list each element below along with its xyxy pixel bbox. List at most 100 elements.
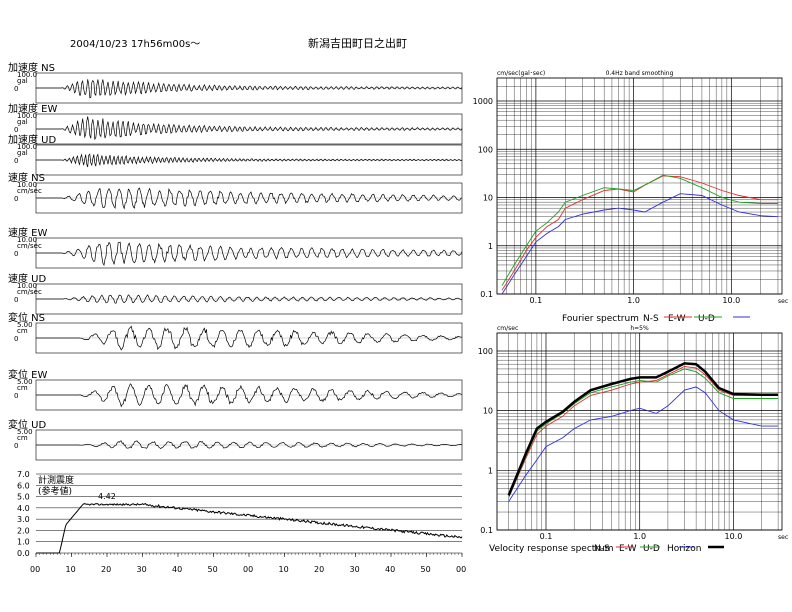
waveform-zero-label: 0: [14, 85, 18, 93]
waveform-scale-max: 100.0: [17, 112, 37, 120]
waveform-zero-label: 0: [14, 126, 18, 134]
waveform-zero-label: 0: [14, 335, 18, 343]
chart-y-tick: 100: [478, 145, 493, 154]
chart-series-line: [501, 193, 779, 295]
waveform-unit: cm: [17, 327, 28, 335]
chart-series-line: [508, 386, 779, 502]
response-legend-title: Velocity response spectrum: [489, 544, 614, 554]
seismic-intensity-plot: 0.0 1.0 2.0 3.0 4.0 5.0 6.0 7.0 計測震度(参考値) 00 10 20 3…: [17, 470, 466, 574]
chart-y-tick: 0.1: [480, 526, 493, 535]
response-legend-ew: E-W: [619, 544, 637, 554]
waveform-scale-max: 5.00: [17, 321, 33, 329]
chart-y-tick: 0.1: [480, 290, 493, 299]
waveform-unit: cm/sec: [17, 288, 42, 296]
chart-x-tick: 1.0: [633, 532, 646, 541]
waveform-zero-label: 0: [14, 157, 18, 165]
intensity-x-tick: 00: [243, 565, 253, 574]
response-legend-ud: U-D: [643, 544, 660, 554]
velocity-response-chart: 0.1 1 10 100 0.1 1.0 10.0 sec cm/sec h=5%: [478, 325, 788, 541]
fourier-legend-ud: U-D: [698, 314, 715, 324]
waveform-trace: [36, 440, 462, 450]
chart-series-line: [508, 366, 779, 498]
intensity-x-tick: 50: [421, 565, 431, 574]
intensity-x-tick: 10: [66, 565, 76, 574]
chart-title: h=5%: [630, 325, 649, 332]
intensity-x-tick: 00: [30, 565, 40, 574]
waveform-trace: [36, 294, 463, 304]
station-name: 新潟吉田町日之出町: [308, 36, 407, 50]
intensity-curve: [36, 502, 463, 554]
chart-series-line: [501, 174, 778, 286]
chart-y-tick: 1000: [473, 97, 493, 106]
waveform-unit: cm: [17, 384, 28, 392]
waveform-unit: gal: [17, 149, 28, 157]
chart-x-tick: 0.1: [540, 532, 553, 541]
intensity-y-tick: 6.0: [17, 481, 30, 490]
fourier-legend: Fourier spectrum N-S E-W U-D: [562, 314, 750, 324]
intensity-y-tick: 3.0: [17, 515, 30, 524]
waveform-scale-max: 10.00: [17, 236, 37, 244]
waveform-trace: [36, 383, 463, 408]
chart-x-tick: 0.1: [530, 296, 543, 305]
intensity-peak-label: 4.42: [98, 492, 116, 501]
intensity-x-tick: 10: [279, 565, 289, 574]
waveform-scale-max: 5.00: [17, 428, 33, 436]
waveform-label: 加速度 EW: [8, 102, 57, 115]
intensity-x-tick: 20: [101, 565, 111, 574]
waveform-scale-max: 10.00: [17, 181, 37, 189]
response-legend: Velocity response spectrum N-S E-W U-D H…: [489, 544, 724, 554]
waveform-unit: gal: [17, 77, 28, 85]
intensity-x-tick: 30: [350, 565, 360, 574]
intensity-y-tick: 7.0: [17, 470, 30, 479]
intensity-y-tick: 0.0: [17, 549, 30, 558]
intensity-label-sub: (参考値): [38, 485, 72, 497]
intensity-label: 計測震度: [38, 474, 74, 486]
chart-y-tick: 1: [488, 466, 493, 475]
chart-x-unit: sec: [778, 298, 788, 305]
chart-x-unit: sec: [778, 534, 788, 541]
fourier-spectrum-chart: 0.1 1 10 100 1000 0.1 1.0 10.0 sec cm/sec(gal･sec…: [473, 70, 788, 305]
chart-y-label: cm/sec(gal･sec): [497, 70, 545, 77]
intensity-x-tick: 30: [137, 565, 147, 574]
waveform-trace: [36, 187, 463, 210]
chart-series-line: [507, 362, 779, 496]
response-legend-horizon: Horizon: [667, 544, 701, 554]
waveform-zero-label: 0: [14, 442, 18, 450]
waveform-label: 速度 NS: [8, 171, 45, 184]
waveform-unit: cm/sec: [17, 242, 42, 250]
waveform-zero-label: 0: [14, 195, 18, 203]
intensity-y-tick: 2.0: [17, 526, 30, 535]
waveform-zero-label: 0: [14, 250, 18, 258]
chart-x-tick: 1.0: [627, 296, 640, 305]
waveform-zero-label: 0: [14, 392, 18, 400]
waveform-label: 加速度 UD: [8, 133, 56, 146]
chart-y-tick: 100: [478, 347, 493, 356]
intensity-x-tick: 00: [456, 565, 466, 574]
waveform-label: 速度 UD: [8, 272, 46, 285]
waveform-trace: [36, 153, 463, 168]
waveform-label: 加速度 NS: [8, 61, 55, 74]
response-legend-ns: N-S: [594, 544, 610, 554]
waveform-trace: [36, 241, 463, 266]
chart-x-tick: 10.0: [722, 296, 740, 305]
intensity-y-tick: 1.0: [17, 538, 30, 547]
intensity-y-tick: 5.0: [17, 493, 30, 502]
chart-title: 0.4Hz band smoothing: [606, 70, 674, 77]
waveform-trace: [36, 79, 463, 99]
fourier-legend-ew: E-W: [668, 314, 686, 324]
chart-y-tick: 1: [488, 242, 493, 251]
chart-series-line: [501, 175, 778, 291]
waveform-unit: gal: [17, 118, 28, 126]
chart-frame: [496, 77, 783, 295]
intensity-y-tick: 4.0: [17, 504, 30, 513]
waveform-label: 変位 EW: [8, 368, 47, 381]
